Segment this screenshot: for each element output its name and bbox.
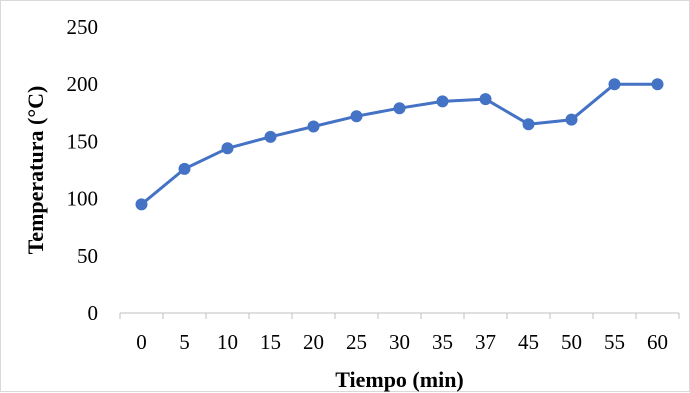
x-tick-label: 30 (389, 330, 410, 354)
data-point (178, 162, 191, 175)
x-axis-ticks (119, 313, 680, 319)
data-point (565, 113, 578, 126)
data-point (608, 78, 621, 91)
x-axis-tick-labels: 0 5 10 15 20 25 30 35 37 45 50 55 60 (136, 330, 668, 354)
x-tick-label: 55 (604, 330, 625, 354)
y-axis-ticks: 0 50 100 150 200 250 (67, 15, 99, 325)
x-tick-label: 25 (346, 330, 367, 354)
y-tick-label: 50 (77, 244, 98, 268)
y-axis-title: Temperatura (°C) (23, 86, 48, 255)
data-point (522, 118, 535, 131)
data-point (264, 130, 277, 143)
x-tick-label: 5 (179, 330, 190, 354)
data-point (651, 78, 664, 91)
x-tick-label: 45 (518, 330, 539, 354)
data-point (350, 110, 363, 123)
x-tick-label: 0 (136, 330, 147, 354)
y-tick-label: 200 (67, 72, 99, 96)
data-point (393, 102, 406, 115)
x-tick-label: 10 (217, 330, 238, 354)
data-point (307, 120, 320, 133)
x-axis-title: Tiempo (min) (335, 367, 464, 392)
x-tick-label: 60 (647, 330, 668, 354)
y-tick-label: 250 (67, 15, 99, 39)
data-point (135, 198, 148, 211)
y-tick-label: 100 (67, 187, 99, 211)
x-tick-label: 15 (260, 330, 281, 354)
x-tick-label: 20 (303, 330, 324, 354)
y-tick-label: 150 (67, 129, 99, 153)
series-markers (135, 78, 664, 211)
x-tick-label: 50 (561, 330, 582, 354)
series-line-temperature (140, 82, 658, 206)
data-point (221, 142, 234, 155)
y-tick-label: 0 (88, 301, 99, 325)
data-point (436, 95, 449, 108)
data-point (479, 93, 492, 106)
x-tick-label: 35 (432, 330, 453, 354)
x-tick-label: 37 (475, 330, 496, 354)
